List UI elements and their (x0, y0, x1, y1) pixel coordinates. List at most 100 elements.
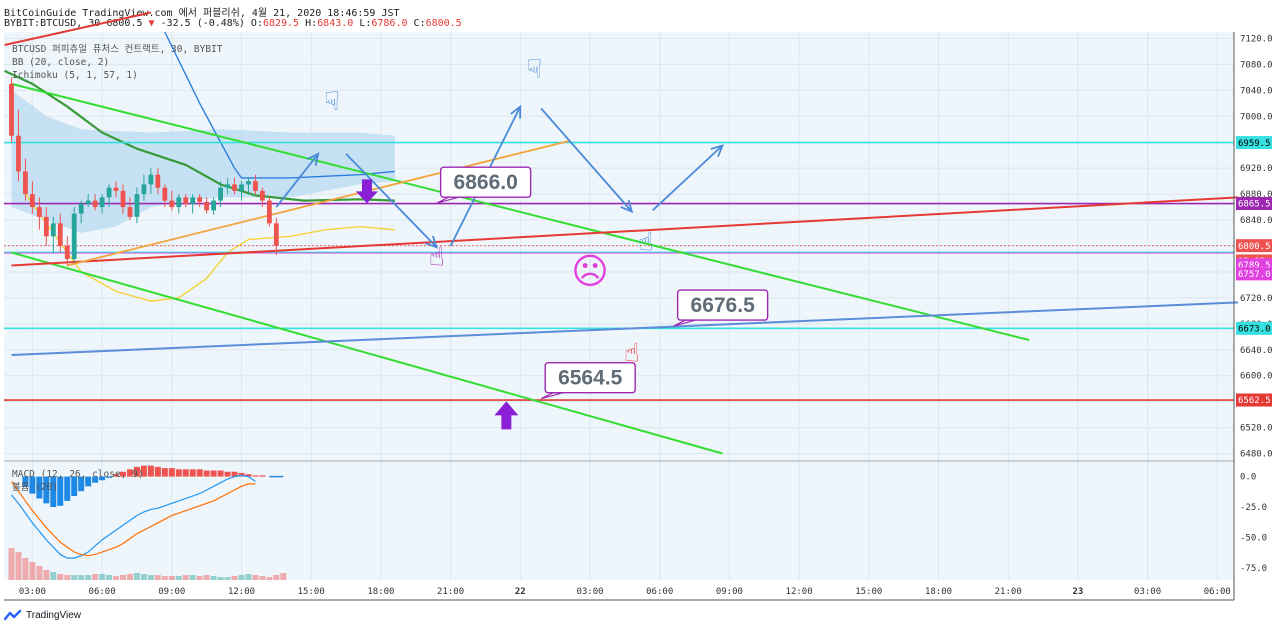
macd-indicator (8, 465, 287, 580)
macd-histogram-bar (154, 466, 161, 477)
macd-histogram-bar (252, 475, 259, 477)
drawings-over: ☟ ☟ ☝ ☝ ☝ ☹ 6866.0 6676.5 6564.5 (275, 54, 769, 430)
candle-body (64, 246, 70, 259)
x-tick-label: 06:00 (1204, 587, 1231, 597)
volume-bar (259, 576, 266, 580)
macd-histogram-bar (161, 468, 168, 477)
change-value: -32.5 (-0.48%) (160, 18, 245, 29)
y-tick-label: 7080.0 (1240, 60, 1273, 70)
volume-bar (238, 575, 245, 580)
price-axis-badge (1236, 267, 1272, 281)
close-value: 6800.5 (425, 18, 462, 29)
candle-body (260, 190, 265, 201)
candle-body (9, 83, 14, 136)
volume-bar (43, 570, 50, 580)
projection-arrow-2-head (425, 235, 439, 249)
candle-body (36, 207, 42, 217)
candle-body (197, 197, 203, 202)
callout-box (439, 166, 532, 198)
candle-body (113, 187, 119, 191)
callout-label: 6676.5 (691, 294, 756, 317)
candle-body (225, 184, 230, 188)
volume-bar (126, 574, 133, 580)
change-arrow-icon: ▼ (148, 18, 155, 29)
candle-body (106, 187, 112, 198)
y-tick-label: 6480.0 (1240, 450, 1273, 460)
price-axis[interactable]: 7120.07080.07040.07000.06960.06920.06880… (1236, 34, 1273, 574)
pointing-down-hand-icon: ☟ (324, 87, 340, 117)
volume-bar (140, 574, 147, 580)
volume-bar (8, 548, 15, 580)
x-tick-label: 21:00 (995, 587, 1022, 597)
time-axis[interactable]: 03:00 06:00 09:00 12:00 15:00 18:00 21:00 22 03:… (19, 587, 1231, 597)
volume-bar (36, 566, 43, 580)
open-value: 6829.5 (262, 18, 300, 29)
volume-bar (50, 572, 57, 580)
candle-body (218, 187, 223, 201)
macd-histogram-bar (29, 476, 36, 494)
volume-bar (78, 575, 85, 580)
volume-bar (29, 562, 36, 580)
candle-body (16, 135, 21, 172)
macd-tick-label: -25.0 (1240, 503, 1267, 513)
candle-body (211, 200, 217, 211)
candle-body (162, 187, 168, 201)
volume-bar (266, 577, 273, 580)
legend-macd: MACD (12, 26, close, 9) (12, 469, 144, 480)
callout-label: 6564.5 (558, 367, 623, 390)
macd-line (11, 474, 256, 559)
legend-main: BTCUSD 퍼피츄얼 퓨처스 컨트랙트, 30, BYBIT (12, 43, 223, 55)
candle-body (273, 223, 279, 246)
macd-histogram-bar (71, 476, 78, 497)
x-tick-label: 23 (1072, 587, 1083, 597)
y-tick-label: 6880.0 (1240, 190, 1273, 200)
macd-histogram-bar (133, 466, 140, 477)
footer-brand[interactable]: TradingView (4, 609, 81, 621)
candle-body (239, 184, 244, 191)
macd-histogram-bar (22, 476, 29, 487)
candle-body (148, 174, 154, 185)
macd-histogram-bar (140, 465, 147, 477)
callout-box (676, 289, 769, 321)
x-tick-label: 09:00 (158, 587, 185, 597)
price-callout: 6866.0 (436, 166, 532, 204)
projection-arrow-5-path (652, 144, 724, 211)
projection-arrow-3-head (510, 104, 522, 119)
projection-arrow-4 (540, 107, 634, 214)
price-axis-badge (1236, 197, 1272, 211)
tradingview-logo-icon (4, 609, 22, 621)
candle-body (183, 197, 189, 204)
y-tick-label: 6640.0 (1240, 346, 1273, 356)
purple-down-arrow-icon (355, 179, 378, 204)
ohlc-bar: BYBIT:BTCUSD, 30 6800.5 ▼ -32.5 (-0.48%)… (4, 18, 462, 29)
price-axis-badge-label: 6865.5 (1238, 200, 1271, 210)
volume-bar (245, 574, 252, 580)
candle-body (92, 200, 98, 208)
price-axis-badge-label: 6959.5 (1238, 139, 1271, 149)
price-axis-badge (1236, 136, 1272, 150)
volume-bar (203, 575, 210, 580)
x-tick-label: 06:00 (646, 587, 673, 597)
open-label: O: (250, 18, 263, 29)
x-tick-label: 12:00 (228, 587, 255, 597)
candle-body (120, 190, 126, 208)
candle-body (141, 184, 147, 195)
macd-histogram-bar (189, 469, 196, 477)
candle-body (29, 194, 35, 208)
candle-body (155, 174, 161, 188)
candle-body (23, 171, 28, 195)
projection-arrow-1-head (306, 152, 320, 166)
volume-bar (85, 575, 92, 580)
volume-bar (273, 575, 280, 580)
macd-histogram-bar (231, 471, 238, 477)
macd-histogram-bar (182, 469, 189, 477)
volume-bar (113, 576, 120, 580)
projection-arrow-1 (275, 152, 320, 208)
y-tick-label: 6600.0 (1240, 372, 1273, 382)
projection-arrow-5 (652, 144, 724, 211)
price-axis-badge-label: 6800.5 (1238, 242, 1271, 252)
high-label: H: (305, 18, 318, 29)
x-tick-label: 03:00 (19, 587, 46, 597)
x-tick-label: 18:00 (367, 587, 394, 597)
